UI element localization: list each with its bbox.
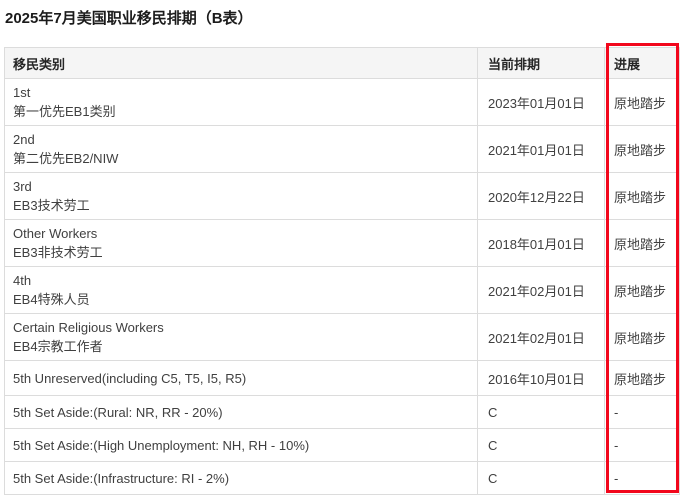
table-header-row: 移民类别 当前排期 进展 xyxy=(4,47,680,79)
category-cell: 5th Set Aside:(High Unemployment: NH, RH… xyxy=(4,428,478,462)
table-row-eb1: 1st 第一优先EB1类别 2023年01月01日 原地踏步 xyxy=(4,78,680,126)
progress-cell: - xyxy=(604,461,680,495)
category-cell: Other Workers EB3非技术劳工 xyxy=(4,219,478,267)
progress-cell: 原地踏步 xyxy=(604,78,680,126)
table-row-eb4: 4th EB4特殊人员 2021年02月01日 原地踏步 xyxy=(4,266,680,314)
category-cell: 1st 第一优先EB1类别 xyxy=(4,78,478,126)
current-date-cell: 2021年02月01日 xyxy=(477,313,605,361)
table-row-eb4-religious: Certain Religious Workers EB4宗教工作者 2021年… xyxy=(4,313,680,361)
progress-cell: 原地踏步 xyxy=(604,219,680,267)
current-date-cell: 2018年01月01日 xyxy=(477,219,605,267)
table-row-eb5-infrastructure: 5th Set Aside:(Infrastructure: RI - 2%) … xyxy=(4,461,680,495)
progress-cell: - xyxy=(604,428,680,462)
header-cell-category: 移民类别 xyxy=(4,47,478,79)
table-row-eb3-skilled: 3rd EB3技术劳工 2020年12月22日 原地踏步 xyxy=(4,172,680,220)
category-cell: 4th EB4特殊人员 xyxy=(4,266,478,314)
table-row-eb3-other-workers: Other Workers EB3非技术劳工 2018年01月01日 原地踏步 xyxy=(4,219,680,267)
progress-cell: 原地踏步 xyxy=(604,172,680,220)
category-cell: 5th Set Aside:(Rural: NR, RR - 20%) xyxy=(4,395,478,429)
category-cell: 2nd 第二优先EB2/NIW xyxy=(4,125,478,173)
progress-cell: 原地踏步 xyxy=(604,125,680,173)
progress-cell: 原地踏步 xyxy=(604,313,680,361)
current-date-cell: 2021年02月01日 xyxy=(477,266,605,314)
current-date-cell: 2016年10月01日 xyxy=(477,360,605,396)
progress-cell: - xyxy=(604,395,680,429)
category-cell: 3rd EB3技术劳工 xyxy=(4,172,478,220)
current-date-cell: C xyxy=(477,428,605,462)
visa-bulletin-table: 移民类别 当前排期 进展 1st 第一优先EB1类别 2023年01月01日 原… xyxy=(4,47,680,495)
current-date-cell: 2021年01月01日 xyxy=(477,125,605,173)
header-cell-current-date: 当前排期 xyxy=(477,47,605,79)
category-cell: 5th Unreserved(including C5, T5, I5, R5) xyxy=(4,360,478,396)
table-row-eb5-unreserved: 5th Unreserved(including C5, T5, I5, R5)… xyxy=(4,360,680,396)
table-row-eb2-niw: 2nd 第二优先EB2/NIW 2021年01月01日 原地踏步 xyxy=(4,125,680,173)
table-row-eb5-high-unemployment: 5th Set Aside:(High Unemployment: NH, RH… xyxy=(4,428,680,462)
progress-cell: 原地踏步 xyxy=(604,266,680,314)
header-cell-progress: 进展 xyxy=(604,47,680,79)
current-date-cell: 2023年01月01日 xyxy=(477,78,605,126)
category-cell: 5th Set Aside:(Infrastructure: RI - 2%) xyxy=(4,461,478,495)
current-date-cell: C xyxy=(477,395,605,429)
table-row-eb5-rural: 5th Set Aside:(Rural: NR, RR - 20%) C - xyxy=(4,395,680,429)
page-title: 2025年7月美国职业移民排期（B表） xyxy=(5,10,253,27)
current-date-cell: C xyxy=(477,461,605,495)
category-cell: Certain Religious Workers EB4宗教工作者 xyxy=(4,313,478,361)
progress-cell: 原地踏步 xyxy=(604,360,680,396)
current-date-cell: 2020年12月22日 xyxy=(477,172,605,220)
